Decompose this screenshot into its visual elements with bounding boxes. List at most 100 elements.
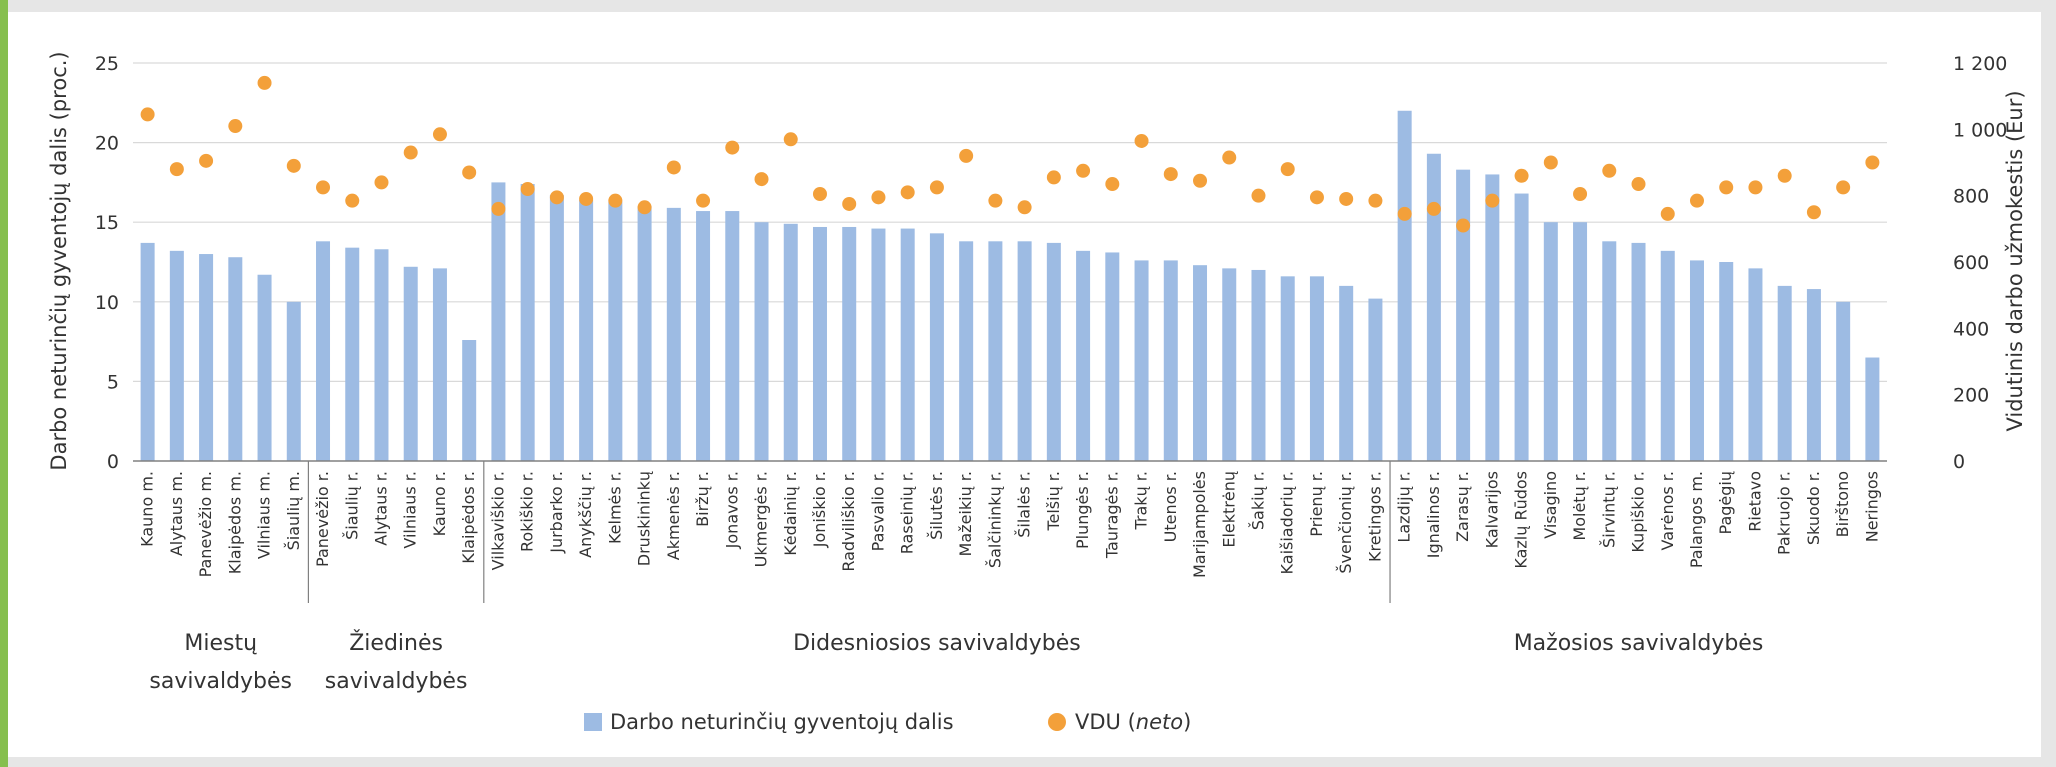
category-label: Panevėžio r.	[313, 471, 332, 567]
dot	[1456, 218, 1471, 233]
category-label: Druskininkų	[635, 471, 654, 566]
bar	[812, 226, 827, 461]
category-label: Mažeikių r.	[956, 471, 975, 556]
dot	[1163, 167, 1178, 182]
axes	[133, 460, 1887, 603]
legend: Darbo neturinčių gyventojų dalis VDU (net…	[584, 710, 1191, 734]
tick-labels: 0 5 10 15 20 25 0 200 400 600 800 1 000 1 200	[95, 53, 2008, 473]
y2-tick-label: 1 200	[1953, 53, 2007, 75]
dot	[286, 158, 301, 173]
legend-label-bars: Darbo neturinčių gyventojų dalis	[610, 710, 954, 734]
group-label: Didesniosios savivaldybės	[793, 631, 1081, 656]
category-label: Šilalės r.	[1015, 471, 1034, 538]
dot	[199, 153, 214, 168]
category-label: Klaipėdos m.	[225, 471, 244, 574]
category-label: Šiaulių r.	[342, 471, 361, 540]
bar	[1397, 110, 1412, 461]
group-label: Miestų	[184, 631, 257, 656]
category-label: Telšių r.	[1044, 471, 1063, 532]
dot	[1689, 193, 1704, 208]
bar-series	[140, 110, 1880, 462]
dot	[1573, 187, 1588, 202]
bar	[1251, 269, 1266, 461]
category-label: Kazlų Rūdos	[1512, 471, 1531, 569]
category-label: Akmenės r.	[664, 471, 683, 560]
legend-swatch-dots	[1048, 713, 1066, 731]
dot	[1280, 162, 1295, 177]
bar	[140, 242, 155, 461]
y-axis-title: Darbo neturinčių gyventojų dalis (proc.)	[47, 51, 71, 470]
category-label: Raseinių r.	[898, 471, 917, 554]
bar	[900, 228, 915, 461]
bar	[608, 201, 623, 461]
y2-tick-label: 1 000	[1953, 119, 2007, 141]
dot	[754, 172, 769, 187]
category-label: Alytaus r.	[371, 471, 390, 546]
bar	[1309, 276, 1324, 461]
y-tick-label: 0	[107, 451, 119, 473]
category-label: Pagėgių	[1716, 471, 1735, 534]
dot	[374, 175, 389, 190]
dot	[988, 193, 1003, 208]
dot	[1046, 170, 1061, 185]
dot	[169, 162, 184, 177]
category-label: Prienų r.	[1307, 471, 1326, 537]
bar	[316, 241, 331, 461]
dot	[1631, 177, 1646, 192]
bar	[169, 250, 184, 461]
bar	[403, 266, 418, 461]
category-label: Kauno m.	[138, 471, 157, 547]
category-label: Marijampolės	[1190, 471, 1209, 578]
dot	[1865, 155, 1880, 170]
category-label: Šiaulių m.	[284, 471, 303, 550]
dot	[491, 201, 506, 216]
bar	[257, 274, 272, 461]
category-label: Kaišiadorių r.	[1278, 471, 1297, 574]
bar	[1543, 222, 1558, 461]
bar	[228, 257, 243, 461]
y-tick-label: 5	[107, 371, 119, 393]
dot	[696, 193, 711, 208]
category-label: Ukmergės r.	[752, 471, 771, 567]
category-label: Pakruojo r.	[1775, 471, 1794, 555]
category-label: Kretingos r.	[1365, 471, 1384, 562]
dot	[1309, 190, 1324, 205]
category-label: Elektrėnų	[1219, 471, 1238, 548]
category-label: Kalvarijos	[1482, 471, 1501, 548]
dot	[1368, 193, 1383, 208]
bar	[929, 233, 944, 461]
dot	[812, 187, 827, 202]
y2-tick-label: 0	[1953, 451, 1965, 473]
bar	[1046, 242, 1061, 461]
dot	[959, 148, 974, 163]
bar	[1602, 241, 1617, 461]
bar	[1836, 301, 1851, 461]
category-label: Šilutės r.	[927, 471, 946, 540]
category-label: Birštono	[1833, 471, 1852, 537]
bar	[725, 211, 740, 461]
dot	[1806, 205, 1821, 220]
frame-bottom	[0, 757, 2056, 767]
dot	[228, 119, 243, 134]
bar	[1719, 262, 1734, 461]
dot	[403, 145, 418, 160]
y-tick-label: 20	[95, 133, 119, 155]
group-label: savivaldybės	[325, 669, 468, 694]
dot	[549, 190, 564, 205]
dot	[725, 140, 740, 155]
dot	[637, 200, 652, 215]
category-label: Vilkaviškio r.	[488, 471, 507, 570]
bar	[1105, 252, 1120, 461]
bar	[871, 228, 886, 461]
bar	[1689, 260, 1704, 461]
bar	[637, 206, 652, 461]
bar	[666, 207, 681, 461]
legend-label-dots: VDU (neto)	[1075, 710, 1191, 734]
dot	[1602, 163, 1617, 178]
dot	[1426, 201, 1441, 216]
dot	[1748, 180, 1763, 195]
gridlines	[133, 62, 1887, 382]
